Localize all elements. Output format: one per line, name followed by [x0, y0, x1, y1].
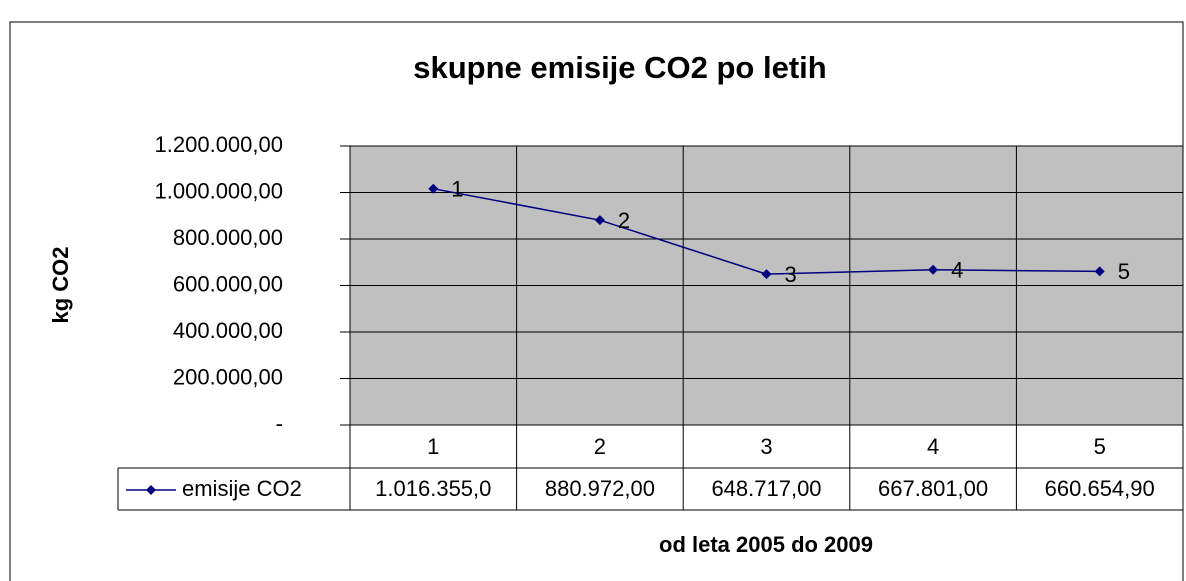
- point-marker: [928, 264, 939, 275]
- table-value: 667.801,00: [878, 476, 988, 501]
- point-label: 3: [785, 262, 797, 287]
- point-label: 2: [618, 208, 630, 233]
- point-marker: [761, 269, 772, 280]
- table-value: 1.016.355,0: [375, 476, 491, 501]
- y-tick-label: 1.200.000,00: [155, 132, 283, 157]
- x-axis-label: od leta 2005 do 2009: [659, 532, 873, 557]
- x-tick-label: 2: [594, 434, 606, 459]
- legend-label: emisije CO2: [182, 476, 302, 501]
- y-tick-label: 400.000,00: [173, 318, 283, 343]
- point-label: 5: [1118, 259, 1130, 284]
- point-marker: [428, 183, 439, 194]
- chart-title: skupne emisije CO2 po letih: [413, 50, 826, 85]
- y-tick-label: 600.000,00: [173, 271, 283, 296]
- table-value: 880.972,00: [545, 476, 655, 501]
- y-tick-label: -: [276, 411, 283, 436]
- y-tick-label: 200.000,00: [173, 364, 283, 389]
- y-tick-label: 1.000.000,00: [155, 178, 283, 203]
- point-label: 4: [951, 258, 963, 283]
- x-tick-label: 4: [927, 434, 939, 459]
- point-marker: [594, 215, 605, 226]
- point-marker: [1094, 266, 1105, 277]
- point-label: 1: [451, 177, 463, 202]
- x-tick-label: 5: [1094, 434, 1106, 459]
- y-axis-label: kg CO2: [48, 246, 73, 323]
- x-tick-label: 3: [760, 434, 772, 459]
- table-value: 660.654,90: [1045, 476, 1155, 501]
- table-value: 648.717,00: [711, 476, 821, 501]
- legend-marker: [146, 485, 156, 495]
- y-tick-label: 800.000,00: [173, 225, 283, 250]
- x-tick-label: 1: [427, 434, 439, 459]
